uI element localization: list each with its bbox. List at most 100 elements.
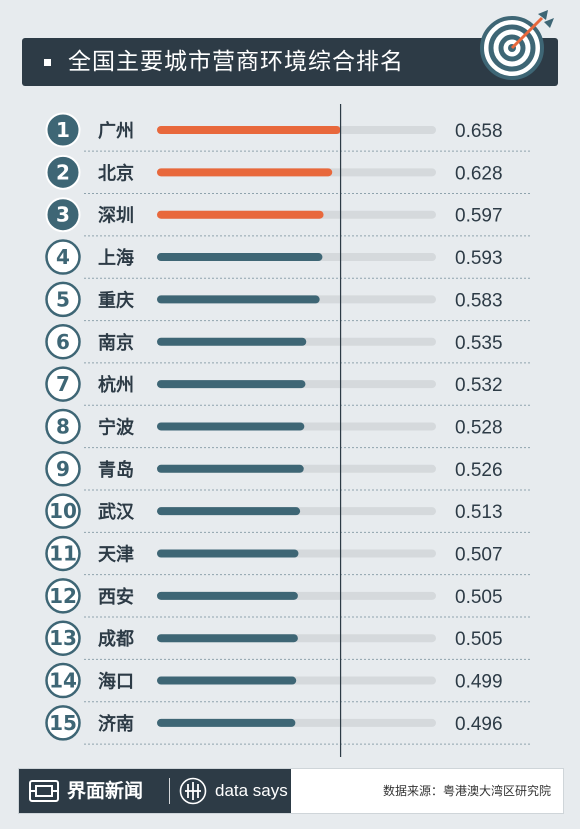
city-label: 青岛 (98, 459, 134, 481)
value-label: 0.505 (455, 587, 503, 608)
rank-badge (45, 493, 81, 529)
value-bar (157, 634, 298, 643)
data-says-icon (179, 777, 207, 805)
rank-number: 15 (49, 711, 77, 735)
value-bar (157, 549, 299, 558)
city-label: 成都 (98, 628, 134, 650)
city-label: 广州 (98, 120, 134, 142)
rank-number: 7 (56, 372, 70, 396)
rank-number: 12 (49, 584, 77, 608)
city-label: 南京 (98, 332, 134, 354)
rank-number: 9 (56, 457, 70, 481)
chart-row: 1 广州 0.658 (45, 112, 532, 152)
rank-number: 3 (56, 203, 70, 227)
rank-number: 8 (56, 414, 70, 438)
rank-badge (45, 535, 81, 572)
title-bar: 全国主要城市营商环境综合排名 (22, 38, 558, 86)
value-label: 0.496 (455, 714, 503, 735)
city-label: 武汉 (98, 502, 135, 523)
value-label: 0.535 (455, 333, 503, 354)
rank-number: 1 (56, 118, 70, 142)
value-bar (157, 295, 320, 304)
chart-row: 11 天津 0.507 (45, 535, 532, 576)
value-label: 0.507 (455, 545, 503, 566)
rank-number: 6 (56, 330, 70, 354)
city-label: 宁波 (98, 416, 135, 438)
value-bar (157, 422, 305, 431)
value-label: 0.505 (455, 629, 503, 650)
rank-badge (45, 451, 81, 487)
chart-row: 12 西安 0.505 (45, 578, 532, 618)
data-source: 数据来源：粤港澳大湾区研究院 (382, 784, 551, 798)
chart-row: 2 北京 0.628 (45, 154, 532, 195)
value-bar (157, 126, 341, 134)
rank-number: 4 (56, 245, 70, 269)
rank-badge (45, 366, 81, 402)
city-label: 海口 (98, 671, 134, 693)
title-bullet (44, 59, 51, 66)
chart-row: 9 青岛 0.526 (45, 451, 532, 491)
city-label: 深圳 (98, 205, 134, 227)
chart-row: 8 宁波 0.528 (45, 408, 532, 449)
value-bar (157, 464, 304, 473)
rank-badge (45, 239, 81, 275)
rank-badge (45, 324, 81, 360)
value-label: 0.597 (455, 206, 503, 227)
rank-number: 13 (49, 626, 77, 650)
rank-badge (45, 408, 81, 445)
value-label: 0.658 (455, 121, 503, 142)
value-label: 0.526 (455, 460, 503, 481)
value-bar (157, 718, 296, 727)
chart-row: 4 上海 0.593 (45, 239, 532, 279)
footer: 界面新闻 data says 数据来源：粤港澳大湾区研究院 (18, 768, 564, 814)
chart-row: 10 武汉 0.513 (45, 493, 532, 533)
city-label: 杭州 (98, 374, 134, 396)
target-with-arrow-icon (480, 10, 554, 80)
chart-row: 3 深圳 0.597 (45, 197, 532, 237)
rank-number: 11 (49, 542, 77, 566)
rank-badge (45, 154, 81, 190)
brand-tagline: data says (215, 781, 288, 800)
brand-block: 界面新闻 data says (19, 769, 291, 813)
value-bar (157, 210, 324, 219)
jiemian-logo-icon (29, 780, 59, 802)
rank-badge (45, 281, 81, 318)
value-bar (157, 168, 333, 177)
rank-number: 2 (56, 160, 70, 184)
brand-name: 界面新闻 (67, 780, 144, 802)
rank-badge (45, 662, 81, 699)
value-label: 0.499 (455, 672, 503, 693)
rank-badge (45, 112, 81, 148)
value-label: 0.532 (455, 375, 503, 396)
chart-row: 15 济南 0.496 (45, 705, 532, 745)
rank-number: 10 (49, 499, 77, 523)
value-bar (157, 337, 307, 346)
rank-badge (45, 578, 81, 614)
city-label: 济南 (98, 713, 134, 735)
chart-row: 5 重庆 0.583 (45, 281, 532, 322)
chart-row: 7 杭州 0.532 (45, 366, 532, 406)
city-label: 北京 (98, 162, 134, 184)
rank-badge (45, 197, 81, 233)
rank-number: 14 (49, 669, 77, 693)
chart-row: 14 海口 0.499 (45, 662, 532, 703)
value-label: 0.628 (455, 163, 503, 184)
value-bar (157, 676, 297, 685)
brand-divider (169, 778, 170, 804)
rank-badge (45, 705, 81, 741)
value-bar (157, 253, 323, 262)
value-label: 0.528 (455, 417, 503, 438)
value-label: 0.583 (455, 290, 503, 311)
city-label: 西安 (98, 586, 134, 608)
chart-row: 6 南京 0.535 (45, 324, 532, 364)
rank-badge (45, 620, 81, 656)
page-title: 全国主要城市营商环境综合排名 (68, 49, 404, 75)
value-bar (157, 380, 306, 389)
value-bar (157, 591, 298, 600)
value-label: 0.513 (455, 502, 503, 523)
chart-row: 13 成都 0.505 (45, 620, 532, 660)
city-label: 重庆 (98, 289, 134, 311)
rank-number: 5 (56, 287, 70, 311)
city-label: 天津 (98, 544, 134, 566)
